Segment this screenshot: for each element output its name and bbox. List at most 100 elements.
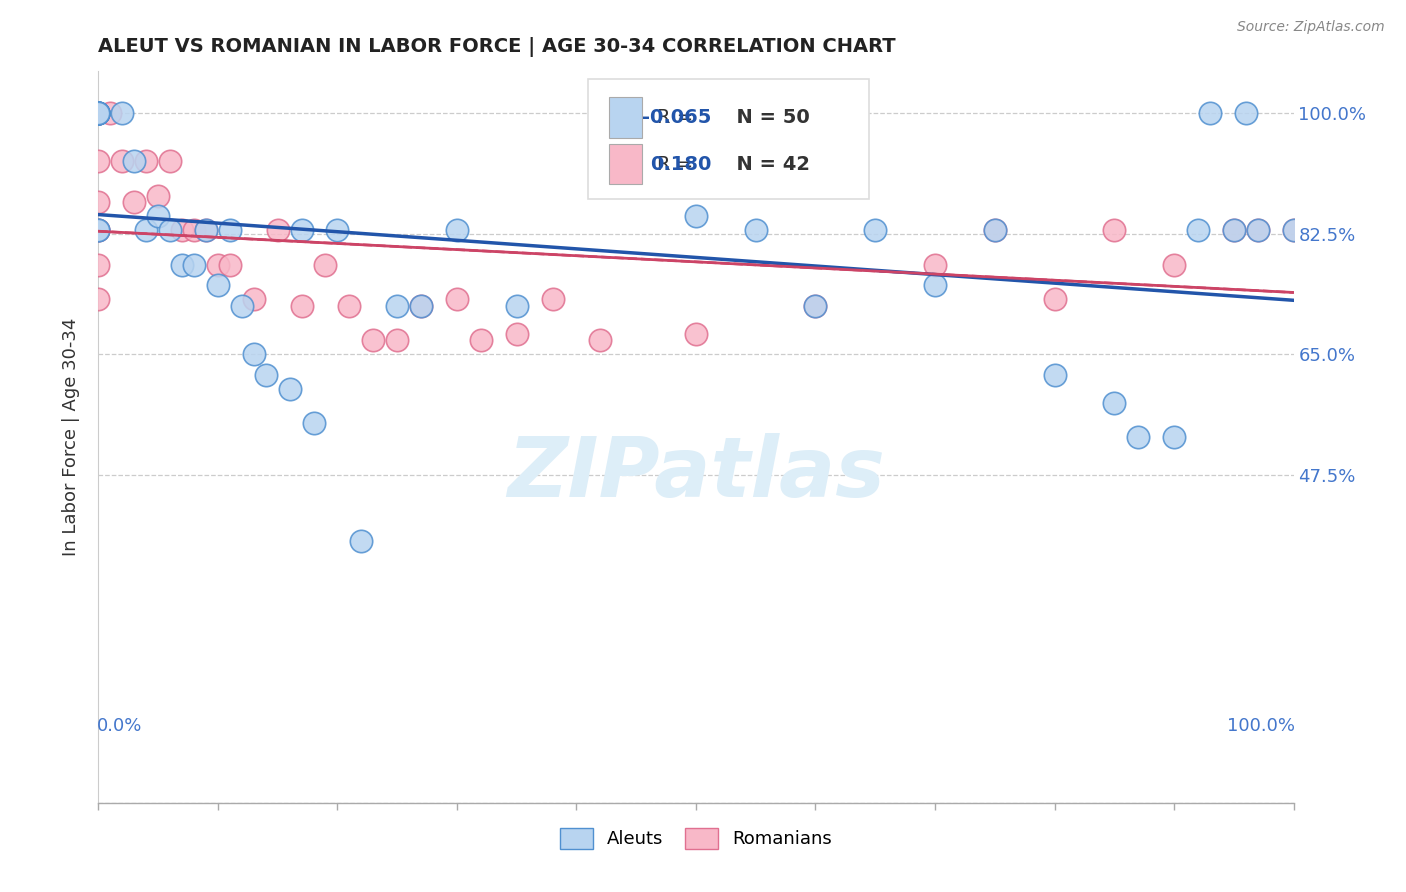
FancyBboxPatch shape bbox=[589, 78, 869, 200]
Point bbox=[111, 154, 134, 169]
Point bbox=[1163, 258, 1185, 272]
Point bbox=[87, 154, 110, 169]
Point bbox=[87, 105, 110, 120]
Point bbox=[254, 368, 277, 382]
Point bbox=[589, 334, 612, 348]
Point bbox=[87, 223, 110, 237]
Point bbox=[172, 258, 194, 272]
Point bbox=[159, 154, 181, 169]
Point bbox=[87, 105, 110, 120]
Point bbox=[159, 223, 181, 237]
Point bbox=[231, 299, 253, 313]
Point bbox=[243, 292, 266, 306]
Point bbox=[148, 188, 170, 202]
Point bbox=[984, 223, 1007, 237]
Point bbox=[195, 223, 218, 237]
Point bbox=[219, 258, 242, 272]
Point bbox=[207, 278, 229, 293]
Point bbox=[207, 258, 229, 272]
Point bbox=[87, 105, 110, 120]
Point bbox=[865, 223, 887, 237]
Point bbox=[446, 223, 468, 237]
Point bbox=[745, 223, 768, 237]
Point bbox=[87, 105, 110, 120]
Point bbox=[98, 105, 122, 120]
Point bbox=[111, 105, 134, 120]
Text: Source: ZipAtlas.com: Source: ZipAtlas.com bbox=[1237, 20, 1385, 34]
Point bbox=[291, 223, 314, 237]
Legend: Aleuts, Romanians: Aleuts, Romanians bbox=[553, 821, 839, 856]
Point bbox=[315, 258, 337, 272]
Point bbox=[924, 278, 946, 293]
Point bbox=[1187, 223, 1209, 237]
Point bbox=[1282, 223, 1305, 237]
Point bbox=[363, 334, 385, 348]
Point bbox=[350, 533, 373, 548]
Point bbox=[135, 223, 157, 237]
Point bbox=[124, 154, 146, 169]
Point bbox=[470, 334, 492, 348]
Point bbox=[506, 299, 529, 313]
Point bbox=[385, 334, 409, 348]
Point bbox=[685, 209, 707, 223]
Point bbox=[446, 292, 468, 306]
Point bbox=[1247, 223, 1270, 237]
Point bbox=[541, 292, 564, 306]
Point bbox=[1199, 105, 1222, 120]
Point bbox=[87, 292, 110, 306]
Point bbox=[685, 326, 707, 341]
Text: N = 42: N = 42 bbox=[724, 154, 810, 174]
Point bbox=[924, 258, 946, 272]
Point bbox=[1163, 430, 1185, 444]
Text: ALEUT VS ROMANIAN IN LABOR FORCE | AGE 30-34 CORRELATION CHART: ALEUT VS ROMANIAN IN LABOR FORCE | AGE 3… bbox=[98, 37, 896, 57]
Point bbox=[1043, 292, 1066, 306]
Point bbox=[87, 223, 110, 237]
Point bbox=[291, 299, 314, 313]
Point bbox=[87, 195, 110, 210]
Text: 0.180: 0.180 bbox=[650, 154, 711, 174]
Point bbox=[1223, 223, 1246, 237]
Text: R =: R = bbox=[657, 108, 699, 127]
Bar bbox=[609, 145, 643, 185]
Point bbox=[1043, 368, 1066, 382]
Text: ZIPatlas: ZIPatlas bbox=[508, 434, 884, 514]
Point bbox=[87, 105, 110, 120]
Point bbox=[1223, 223, 1246, 237]
Point bbox=[243, 347, 266, 361]
Point bbox=[87, 105, 110, 120]
Point bbox=[278, 382, 301, 396]
Point bbox=[124, 195, 146, 210]
Point bbox=[87, 105, 110, 120]
Point bbox=[87, 105, 110, 120]
Point bbox=[87, 223, 110, 237]
Point bbox=[339, 299, 361, 313]
Point bbox=[506, 326, 529, 341]
Point bbox=[385, 299, 409, 313]
Point bbox=[411, 299, 433, 313]
Point bbox=[135, 154, 157, 169]
Text: 100.0%: 100.0% bbox=[1226, 716, 1295, 734]
Point bbox=[1282, 223, 1305, 237]
Point bbox=[411, 299, 433, 313]
Point bbox=[87, 105, 110, 120]
Point bbox=[87, 258, 110, 272]
Point bbox=[1104, 395, 1126, 409]
Point bbox=[87, 105, 110, 120]
Point bbox=[87, 223, 110, 237]
Point bbox=[1128, 430, 1150, 444]
Point bbox=[148, 209, 170, 223]
Point bbox=[326, 223, 349, 237]
Point bbox=[1247, 223, 1270, 237]
Point bbox=[302, 417, 325, 431]
Point bbox=[804, 299, 827, 313]
Text: R =: R = bbox=[657, 154, 699, 174]
Point bbox=[984, 223, 1007, 237]
Text: 0.0%: 0.0% bbox=[97, 716, 142, 734]
Text: -0.065: -0.065 bbox=[643, 108, 711, 127]
Point bbox=[219, 223, 242, 237]
Point bbox=[804, 299, 827, 313]
Point bbox=[87, 105, 110, 120]
Point bbox=[267, 223, 290, 237]
Point bbox=[1104, 223, 1126, 237]
Point bbox=[183, 258, 205, 272]
